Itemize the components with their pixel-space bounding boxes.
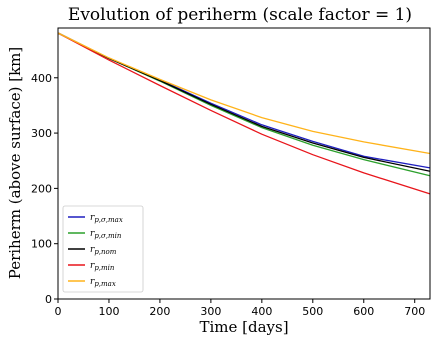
- legend-label: rp,min: [90, 261, 115, 272]
- y-tick-label: 400: [31, 72, 52, 85]
- x-tick-label: 700: [404, 305, 425, 318]
- y-axis-ticks: 0 100 200 300 400: [31, 72, 58, 306]
- legend-label: rp,nom: [90, 245, 117, 256]
- legend-label: rp,σ,max: [90, 213, 123, 224]
- x-tick-label: 200: [149, 305, 170, 318]
- legend-box: [62, 205, 144, 293]
- x-tick-label: 600: [353, 305, 374, 318]
- legend-label: rp,σ,min: [90, 229, 122, 240]
- y-axis-label: Periherm (above surface) [km]: [6, 47, 24, 279]
- legend: rp,σ,max rp,σ,min rp,nom rp,min rp,max: [62, 205, 144, 293]
- series-line-0: [57, 32, 431, 169]
- series-line-4: [57, 32, 431, 155]
- y-tick-label: 100: [31, 238, 52, 251]
- plot-area: [57, 32, 431, 195]
- series-line-2: [57, 32, 431, 172]
- x-tick-label: 0: [55, 305, 62, 318]
- series-line-1: [57, 32, 431, 177]
- x-tick-label: 300: [200, 305, 221, 318]
- x-axis-ticks: 0 100 200 300 400 500 600 700: [55, 299, 425, 318]
- y-tick-label: 200: [31, 182, 52, 195]
- x-tick-label: 500: [302, 305, 323, 318]
- x-axis-label: Time [days]: [199, 318, 288, 336]
- y-tick-label: 300: [31, 127, 52, 140]
- x-tick-label: 400: [251, 305, 272, 318]
- plot-frame: [57, 27, 431, 300]
- x-tick-label: 100: [98, 305, 119, 318]
- legend-label: rp,max: [90, 277, 116, 288]
- y-tick-label: 0: [45, 293, 52, 306]
- chart-title: Evolution of periherm (scale factor = 1): [68, 5, 412, 25]
- series-line-3: [57, 32, 431, 195]
